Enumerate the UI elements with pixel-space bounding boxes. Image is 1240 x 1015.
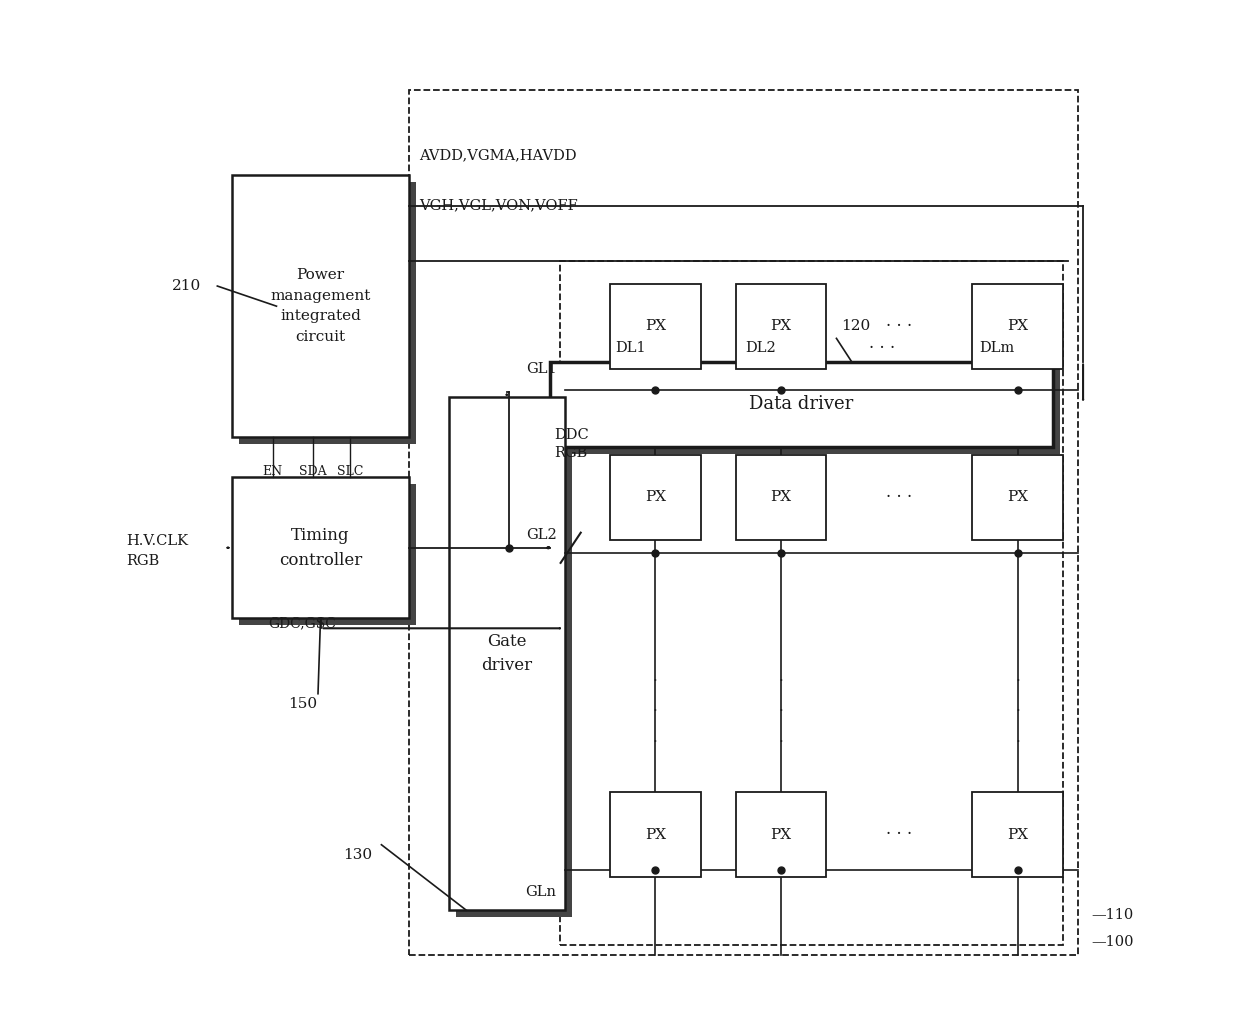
Bar xyxy=(972,455,1063,540)
Text: 130: 130 xyxy=(343,848,372,862)
Text: SDA: SDA xyxy=(299,465,327,478)
Text: 120: 120 xyxy=(842,320,870,333)
Text: · · ·: · · · xyxy=(887,489,913,505)
Text: ·: · xyxy=(652,674,657,688)
Text: · · ·: · · · xyxy=(887,826,913,843)
Text: DL2: DL2 xyxy=(745,341,776,355)
Text: —110: —110 xyxy=(1091,908,1133,923)
Bar xyxy=(610,792,701,877)
Bar xyxy=(557,368,1060,454)
Text: DL1: DL1 xyxy=(615,341,645,355)
Text: Data driver: Data driver xyxy=(749,395,853,413)
Bar xyxy=(972,283,1063,369)
Text: AVDD,VGMA,HAVDD: AVDD,VGMA,HAVDD xyxy=(419,148,577,162)
Text: Timing
controller: Timing controller xyxy=(279,527,362,568)
Bar xyxy=(610,455,701,540)
Text: ·: · xyxy=(779,674,784,688)
Bar xyxy=(409,89,1078,955)
Text: PX: PX xyxy=(770,827,791,841)
Text: Gate
driver: Gate driver xyxy=(481,632,532,674)
Text: PX: PX xyxy=(1007,320,1028,333)
Bar xyxy=(735,455,826,540)
Text: ·: · xyxy=(779,735,784,748)
Text: 150: 150 xyxy=(288,697,317,710)
Bar xyxy=(239,484,415,625)
Text: · · ·: · · · xyxy=(887,318,913,335)
Bar xyxy=(239,183,415,445)
Text: PX: PX xyxy=(1007,827,1028,841)
Text: SLC: SLC xyxy=(337,465,363,478)
Text: PX: PX xyxy=(645,320,666,333)
Bar xyxy=(559,261,1063,945)
Bar xyxy=(456,404,572,918)
Text: —100: —100 xyxy=(1091,936,1133,949)
Text: PX: PX xyxy=(770,490,791,504)
Text: ·: · xyxy=(1016,735,1021,748)
Text: DLm: DLm xyxy=(978,341,1014,355)
Text: PX: PX xyxy=(645,827,666,841)
Text: EN: EN xyxy=(263,465,283,478)
Text: PX: PX xyxy=(1007,490,1028,504)
Bar xyxy=(735,792,826,877)
Text: GL1: GL1 xyxy=(526,361,557,376)
Text: GLn: GLn xyxy=(526,885,557,899)
Text: Power
management
integrated
circuit: Power management integrated circuit xyxy=(270,268,371,344)
Bar xyxy=(735,283,826,369)
Bar xyxy=(610,283,701,369)
Text: ·: · xyxy=(1016,674,1021,688)
Bar xyxy=(549,361,1053,447)
Text: 210: 210 xyxy=(172,279,201,293)
Text: GDC,GSC: GDC,GSC xyxy=(268,616,336,630)
Text: DDC: DDC xyxy=(554,428,589,442)
Text: RGB: RGB xyxy=(126,554,160,567)
Text: GL2: GL2 xyxy=(526,528,557,542)
Text: H.V.CLK: H.V.CLK xyxy=(126,534,188,548)
Text: PX: PX xyxy=(770,320,791,333)
Bar xyxy=(449,397,564,910)
Text: ·: · xyxy=(1016,704,1021,719)
Text: VGH,VGL,VON,VOFF: VGH,VGL,VON,VOFF xyxy=(419,199,578,212)
Bar xyxy=(232,477,409,618)
Text: RGB: RGB xyxy=(554,447,588,460)
Text: ·: · xyxy=(652,735,657,748)
Text: PX: PX xyxy=(645,490,666,504)
Text: ·: · xyxy=(652,704,657,719)
Text: · · ·: · · · xyxy=(868,340,895,357)
Text: ·: · xyxy=(779,704,784,719)
Bar xyxy=(972,792,1063,877)
Bar xyxy=(232,176,409,437)
